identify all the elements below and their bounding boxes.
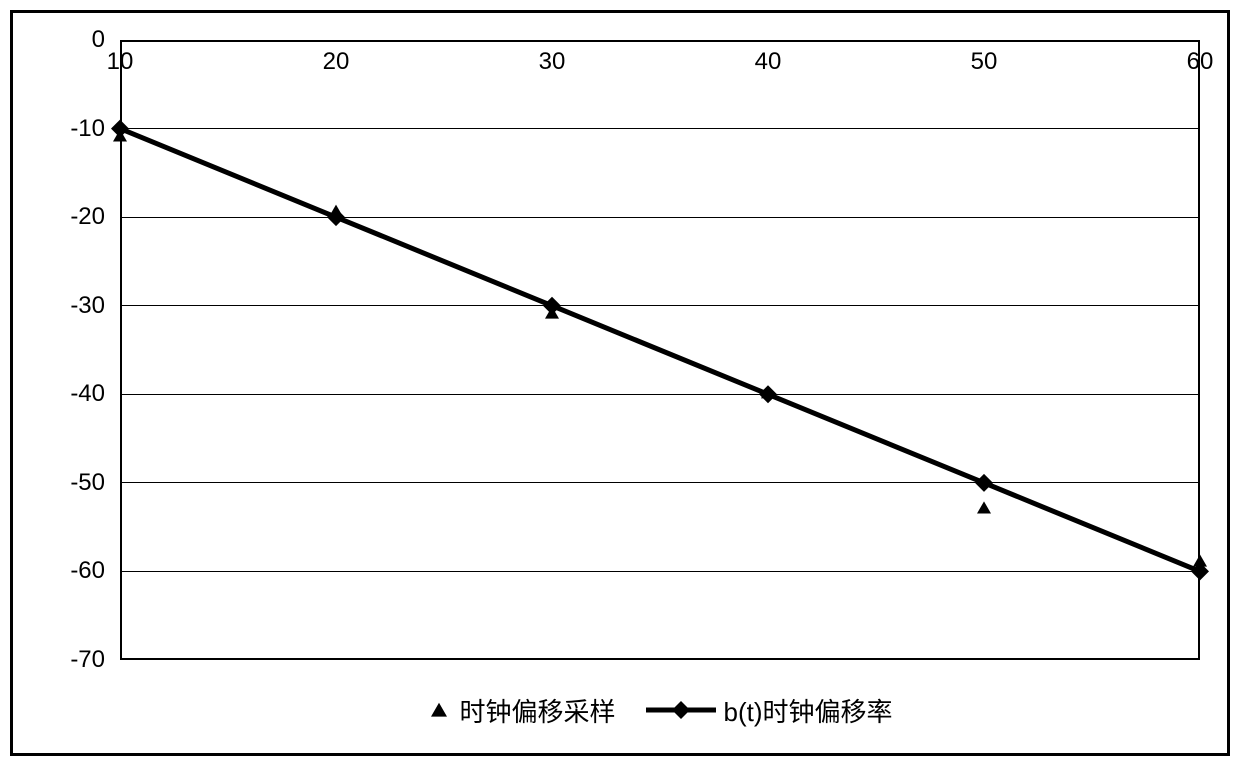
plot-svg <box>0 0 1240 766</box>
x-tick-label: 30 <box>539 48 566 76</box>
y-tick-label: -40 <box>0 380 105 408</box>
y-tick-label: -30 <box>0 292 105 320</box>
y-tick-label: -60 <box>0 557 105 585</box>
y-tick-label: 0 <box>0 26 105 54</box>
x-tick-label: 40 <box>755 48 782 76</box>
marker-diamond <box>672 701 690 719</box>
gridline-horizontal <box>120 217 1200 218</box>
gridline-horizontal <box>120 482 1200 483</box>
legend-line-diamond-icon <box>646 698 716 722</box>
y-tick-label: -10 <box>0 115 105 143</box>
legend-label: 时钟偏移采样 <box>459 692 615 729</box>
legend-triangle-icon <box>427 698 451 722</box>
y-tick-label: -70 <box>0 646 105 674</box>
x-tick-label: 20 <box>323 48 350 76</box>
marker-triangle <box>431 703 447 717</box>
legend-item: 时钟偏移采样 <box>427 692 615 729</box>
gridline-horizontal <box>120 571 1200 572</box>
y-tick-label: -50 <box>0 469 105 497</box>
series-line <box>120 129 1200 572</box>
x-tick-label: 10 <box>107 48 134 76</box>
gridline-horizontal <box>120 394 1200 395</box>
chart-container: 时钟偏移采样 b(t)时钟偏移率 0 -10 -20 -30 -40 -50 -60 -70 10… <box>0 0 1240 766</box>
legend-item: b(t)时钟偏移率 <box>646 692 893 729</box>
x-tick-label: 60 <box>1187 48 1214 76</box>
legend: 时钟偏移采样 b(t)时钟偏移率 <box>310 690 1010 730</box>
y-tick-label: -20 <box>0 203 105 231</box>
marker-triangle <box>977 501 991 513</box>
legend-label: b(t)时钟偏移率 <box>724 692 893 729</box>
gridline-horizontal <box>120 305 1200 306</box>
gridline-horizontal <box>120 128 1200 129</box>
x-tick-label: 50 <box>971 48 998 76</box>
